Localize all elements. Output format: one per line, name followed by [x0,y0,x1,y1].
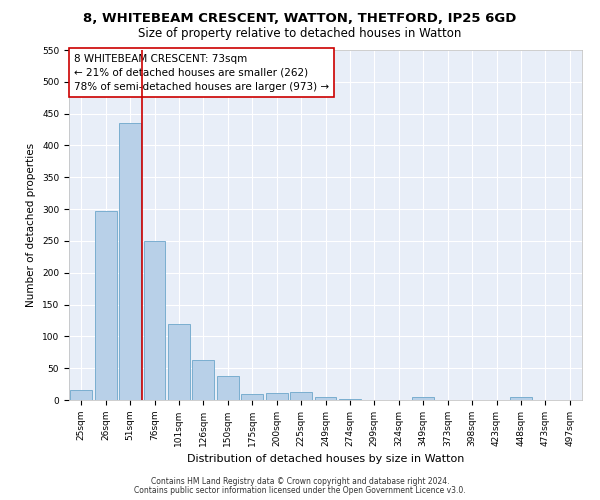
Bar [510,397,532,400]
Bar [217,376,239,400]
Text: 8 WHITEBEAM CRESCENT: 73sqm
← 21% of detached houses are smaller (262)
78% of se: 8 WHITEBEAM CRESCENT: 73sqm ← 21% of det… [74,54,329,92]
Bar [339,398,361,400]
Bar [143,241,166,400]
Bar [70,390,92,400]
X-axis label: Distribution of detached houses by size in Watton: Distribution of detached houses by size … [187,454,464,464]
Bar [95,211,116,400]
Bar [314,397,337,400]
Text: Size of property relative to detached houses in Watton: Size of property relative to detached ho… [139,28,461,40]
Bar [412,398,434,400]
Text: 8, WHITEBEAM CRESCENT, WATTON, THETFORD, IP25 6GD: 8, WHITEBEAM CRESCENT, WATTON, THETFORD,… [83,12,517,26]
Bar [168,324,190,400]
Y-axis label: Number of detached properties: Number of detached properties [26,143,37,307]
Bar [193,360,214,400]
Bar [266,393,287,400]
Text: Contains public sector information licensed under the Open Government Licence v3: Contains public sector information licen… [134,486,466,495]
Text: Contains HM Land Registry data © Crown copyright and database right 2024.: Contains HM Land Registry data © Crown c… [151,477,449,486]
Bar [119,123,141,400]
Bar [290,392,312,400]
Bar [241,394,263,400]
